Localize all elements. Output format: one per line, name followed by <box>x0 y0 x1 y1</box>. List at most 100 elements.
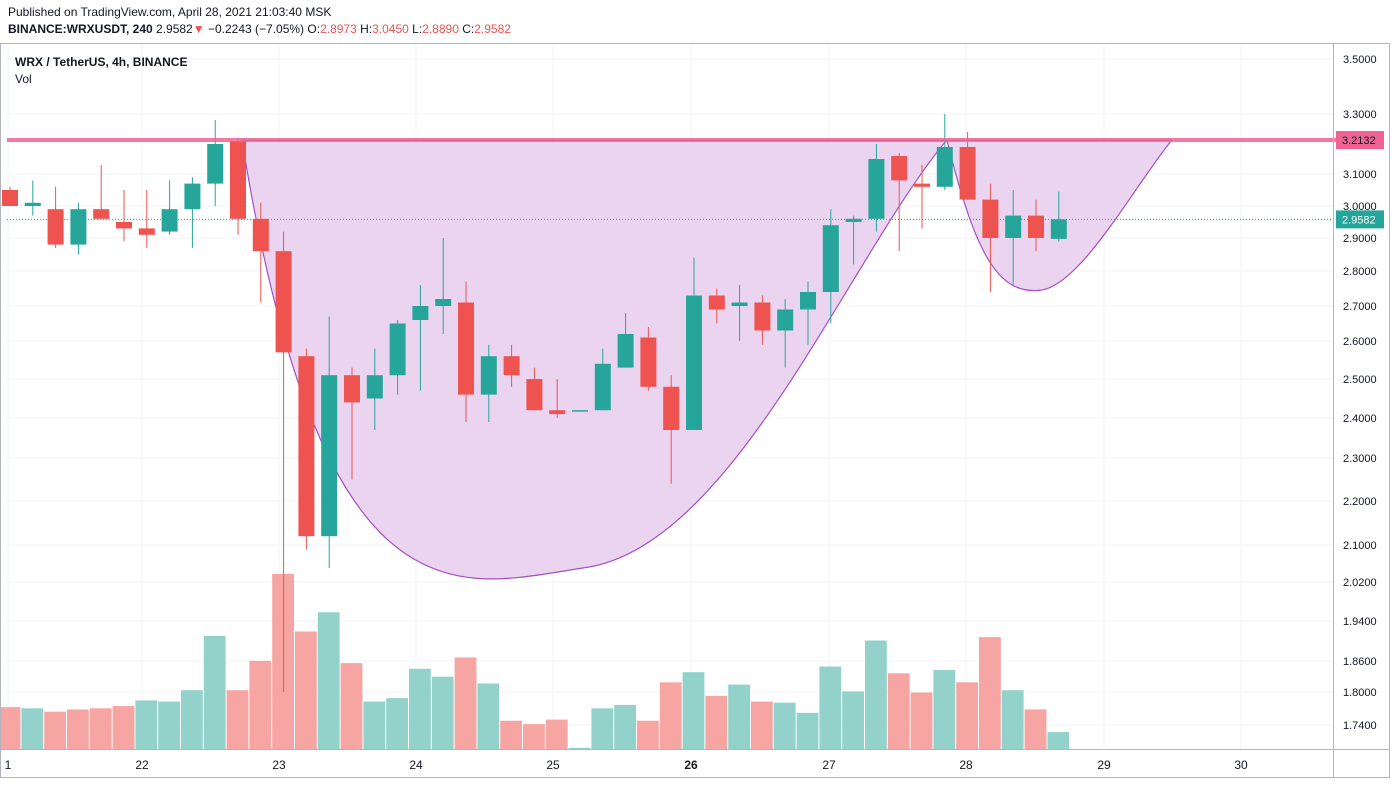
candle-body <box>366 375 383 399</box>
candle <box>298 348 315 550</box>
candle-body <box>549 410 566 415</box>
candle <box>982 183 999 292</box>
price-tick-label: 2.0200 <box>1343 577 1377 589</box>
candle <box>503 344 520 387</box>
volume-bar <box>568 747 591 749</box>
legend-title: WRX / TetherUS, 4h, BINANCE <box>15 55 188 69</box>
volume-bar <box>682 672 705 749</box>
volume-bar <box>500 720 522 749</box>
volume-bar <box>751 701 773 749</box>
candle-body <box>184 183 201 210</box>
candle-body <box>321 375 338 537</box>
price-tick-label: 2.1000 <box>1343 540 1377 552</box>
candle-body <box>800 292 816 310</box>
low-label: L: <box>412 22 423 36</box>
candle-body <box>868 159 885 219</box>
volume-bar <box>591 708 614 749</box>
volume-bar <box>409 668 431 749</box>
high-label: H: <box>360 22 373 36</box>
close-value: 2.9582 <box>474 22 511 36</box>
last-price-tag-label: 2.9582 <box>1342 214 1376 226</box>
candle <box>640 327 657 391</box>
low-value: 2.8890 <box>422 22 459 36</box>
candle-body <box>1005 215 1022 238</box>
candle <box>1005 190 1022 285</box>
time-tick-label: 27 <box>822 758 836 772</box>
volume-bar <box>865 640 887 749</box>
time-axis[interactable]: 1 22 23 24 25 26 27 28 29 30 <box>5 758 1248 772</box>
candle <box>480 344 497 422</box>
candle-body <box>822 225 839 292</box>
candle-body <box>686 295 702 430</box>
volume-bar <box>956 682 978 749</box>
candle <box>70 202 87 255</box>
volume-bar <box>1001 690 1024 749</box>
candle-body <box>617 334 634 368</box>
price-axis[interactable]: 3.5000 3.3000 3.1000 3.0000 2.9000 2.8000 2.70… <box>1336 54 1384 732</box>
candle-body <box>708 295 725 310</box>
time-tick-label: 26 <box>684 758 698 772</box>
candle-body <box>731 302 748 306</box>
open-value: 2.8973 <box>320 22 357 36</box>
price-tick-label: 2.8000 <box>1343 266 1377 278</box>
candle-body <box>891 156 908 181</box>
chart-frame <box>0 43 1390 778</box>
ohlc-line: BINANCE:WRXUSDT, 240 2.9582▼ −0.2243 (−7… <box>8 22 511 36</box>
candle-body <box>640 337 657 387</box>
resistance-tag <box>1336 131 1384 150</box>
candle-body <box>1050 219 1067 239</box>
candle-body <box>663 386 680 430</box>
volume-bar <box>523 724 545 749</box>
down-arrow-icon: ▼ <box>192 22 205 36</box>
candle <box>800 281 816 345</box>
candle-body <box>959 147 976 200</box>
volume-bar <box>181 690 203 749</box>
volume-bar <box>203 636 226 749</box>
candle <box>663 375 680 484</box>
time-tick-label: 23 <box>272 758 286 772</box>
candle <box>708 288 725 324</box>
volume-bar <box>705 695 728 749</box>
volume-bar <box>1047 732 1070 749</box>
horizontal-lines <box>7 138 1383 220</box>
volume-bar <box>728 684 750 749</box>
outer-border <box>0 43 1390 778</box>
price-tick-label: 2.2000 <box>1343 496 1377 508</box>
candle-body <box>480 356 497 395</box>
symbol-label: BINANCE:WRXUSDT, 240 <box>8 22 153 36</box>
candle <box>93 165 110 219</box>
price-tick-label: 3.3000 <box>1343 109 1377 121</box>
candle-body <box>344 375 360 403</box>
volume-bar <box>796 712 819 749</box>
volume-bar <box>21 708 44 749</box>
candle-body <box>435 299 452 306</box>
candle <box>1050 191 1067 242</box>
volume-label: Vol <box>15 72 32 86</box>
candle <box>822 209 839 324</box>
volume-bar <box>659 682 682 749</box>
candle-body <box>275 251 292 353</box>
candle-body <box>116 222 132 229</box>
candle <box>914 165 930 229</box>
candle <box>24 180 41 216</box>
candle <box>754 295 771 345</box>
candle-body <box>572 410 588 412</box>
candle-body <box>754 302 771 331</box>
candle-body <box>914 183 930 187</box>
volume-bar <box>910 692 933 749</box>
candle-body <box>389 323 406 376</box>
candle-body <box>230 141 246 219</box>
change-value: −0.2243 (−7.05%) <box>207 22 305 36</box>
volume-bar <box>249 660 272 749</box>
last-price: 2.9582 <box>156 22 193 36</box>
candle <box>47 186 64 248</box>
candle-body <box>1028 215 1044 238</box>
volume-bar <box>887 673 910 749</box>
candle-body <box>47 209 64 245</box>
time-tick-label: 1 <box>5 758 12 772</box>
candle <box>275 231 292 692</box>
candle-body <box>24 202 41 206</box>
price-tick-label: 2.9000 <box>1343 233 1377 245</box>
volume-bar <box>386 698 408 749</box>
